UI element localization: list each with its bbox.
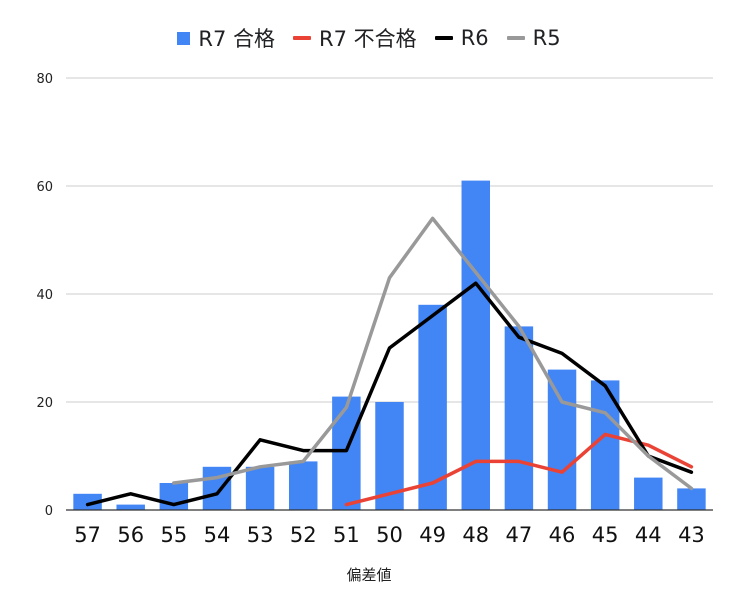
- x-tick-label: 56: [117, 523, 144, 547]
- x-tick-label: 52: [290, 523, 317, 547]
- x-tick-label: 44: [635, 523, 662, 547]
- y-tick-label: 0: [45, 504, 53, 519]
- x-tick-label: 49: [419, 523, 446, 547]
- y-tick-label: 20: [36, 396, 53, 411]
- legend-label-r7-pass: R7 合格: [198, 27, 276, 51]
- legend-swatch-r7-fail: [293, 36, 312, 40]
- legend-label-r7-fail: R7 不合格: [319, 27, 417, 51]
- legend-item-r6[interactable]: R6: [434, 26, 489, 50]
- bar-57: [73, 493, 102, 510]
- bar-51: [332, 396, 361, 510]
- x-tick-label: 50: [376, 523, 403, 547]
- axes: 0 20 40 60 80 57 56 55 54 53 52 51 50 49 48 47 46 45 44 43: [36, 72, 713, 547]
- legend-label-r5: R5: [532, 26, 561, 50]
- x-axis-title: 偏差値: [346, 566, 392, 584]
- x-tick-label: 43: [678, 523, 705, 547]
- legend-swatch-r6: [434, 36, 453, 40]
- legend-label-r6: R6: [460, 26, 489, 50]
- bar-53: [245, 466, 275, 510]
- chart-legend: R7 合格 R7 不合格 R6 R5: [0, 22, 738, 54]
- legend-swatch-r7-pass: [177, 31, 191, 45]
- legend-item-r7-fail[interactable]: R7 不合格: [293, 23, 417, 53]
- bar-48: [461, 180, 491, 510]
- x-tick-label: 55: [160, 523, 187, 547]
- bar-52: [288, 461, 318, 510]
- x-tick-label: 46: [549, 523, 576, 547]
- x-tick-label: 57: [74, 523, 101, 547]
- legend-item-r5[interactable]: R5: [506, 26, 561, 50]
- bar-54: [202, 466, 232, 510]
- legend-item-r7-pass[interactable]: R7 合格: [177, 23, 275, 53]
- gridlines: [66, 77, 713, 403]
- bar-47: [504, 326, 534, 510]
- x-tick-label: 53: [247, 523, 274, 547]
- x-tick-label: 51: [333, 523, 360, 547]
- legend-swatch-r5: [506, 36, 525, 40]
- bar-49: [418, 304, 447, 510]
- bar-46: [547, 369, 577, 510]
- x-tick-label: 48: [462, 523, 489, 547]
- bar-43: [677, 488, 706, 510]
- series-line-R6: [85, 281, 694, 507]
- bar-56: [116, 504, 145, 510]
- y-tick-label: 40: [36, 288, 53, 303]
- x-tick-label: 45: [592, 523, 619, 547]
- series-line-R5: [172, 216, 694, 491]
- y-tick-label: 80: [36, 72, 53, 87]
- x-tick-label: 54: [204, 523, 231, 547]
- y-tick-label: 60: [36, 180, 53, 195]
- series-lines: [85, 216, 694, 507]
- x-tick-label: 47: [506, 523, 533, 547]
- bar-44: [634, 477, 663, 510]
- bars-r7-pass: [73, 180, 706, 510]
